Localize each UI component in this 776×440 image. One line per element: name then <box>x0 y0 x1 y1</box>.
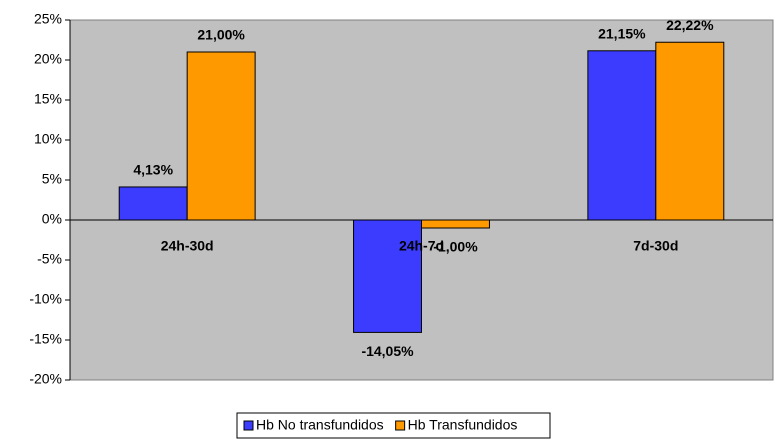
y-tick-label: -5% <box>37 251 62 267</box>
y-tick-label: -20% <box>29 371 62 387</box>
data-label: 21,00% <box>197 27 245 43</box>
legend-label: Hb No transfundidos <box>256 417 384 433</box>
x-tick-label: 24h-7d <box>399 238 444 254</box>
legend-box <box>236 412 551 439</box>
bar <box>587 50 657 221</box>
y-tick-label: 20% <box>34 51 62 67</box>
legend-label: Hb Transfundidos <box>408 417 518 433</box>
data-label: -14,05% <box>361 343 414 359</box>
x-tick-label: 24h-30d <box>161 238 214 254</box>
y-tick-label: 25% <box>34 11 62 27</box>
bar <box>186 51 256 221</box>
legend-swatch <box>243 420 254 431</box>
legend-swatch <box>395 420 406 431</box>
legend: Hb No transfundidos Hb Transfundidos <box>236 412 551 439</box>
bar <box>353 219 422 333</box>
bar <box>118 186 188 221</box>
bar <box>421 219 490 229</box>
y-tick-label: 15% <box>34 91 62 107</box>
y-tick-label: -15% <box>29 331 62 347</box>
y-tick-label: -10% <box>29 291 62 307</box>
y-tick-label: 10% <box>34 131 62 147</box>
y-tick-label: 5% <box>42 171 62 187</box>
bar <box>655 41 725 221</box>
data-label: -1,00% <box>433 239 478 255</box>
data-label: 22,22% <box>666 17 714 33</box>
data-label: 21,15% <box>598 26 646 42</box>
data-label: 4,13% <box>133 162 173 178</box>
x-tick-label: 7d-30d <box>633 238 678 254</box>
y-tick-label: 0% <box>42 211 62 227</box>
